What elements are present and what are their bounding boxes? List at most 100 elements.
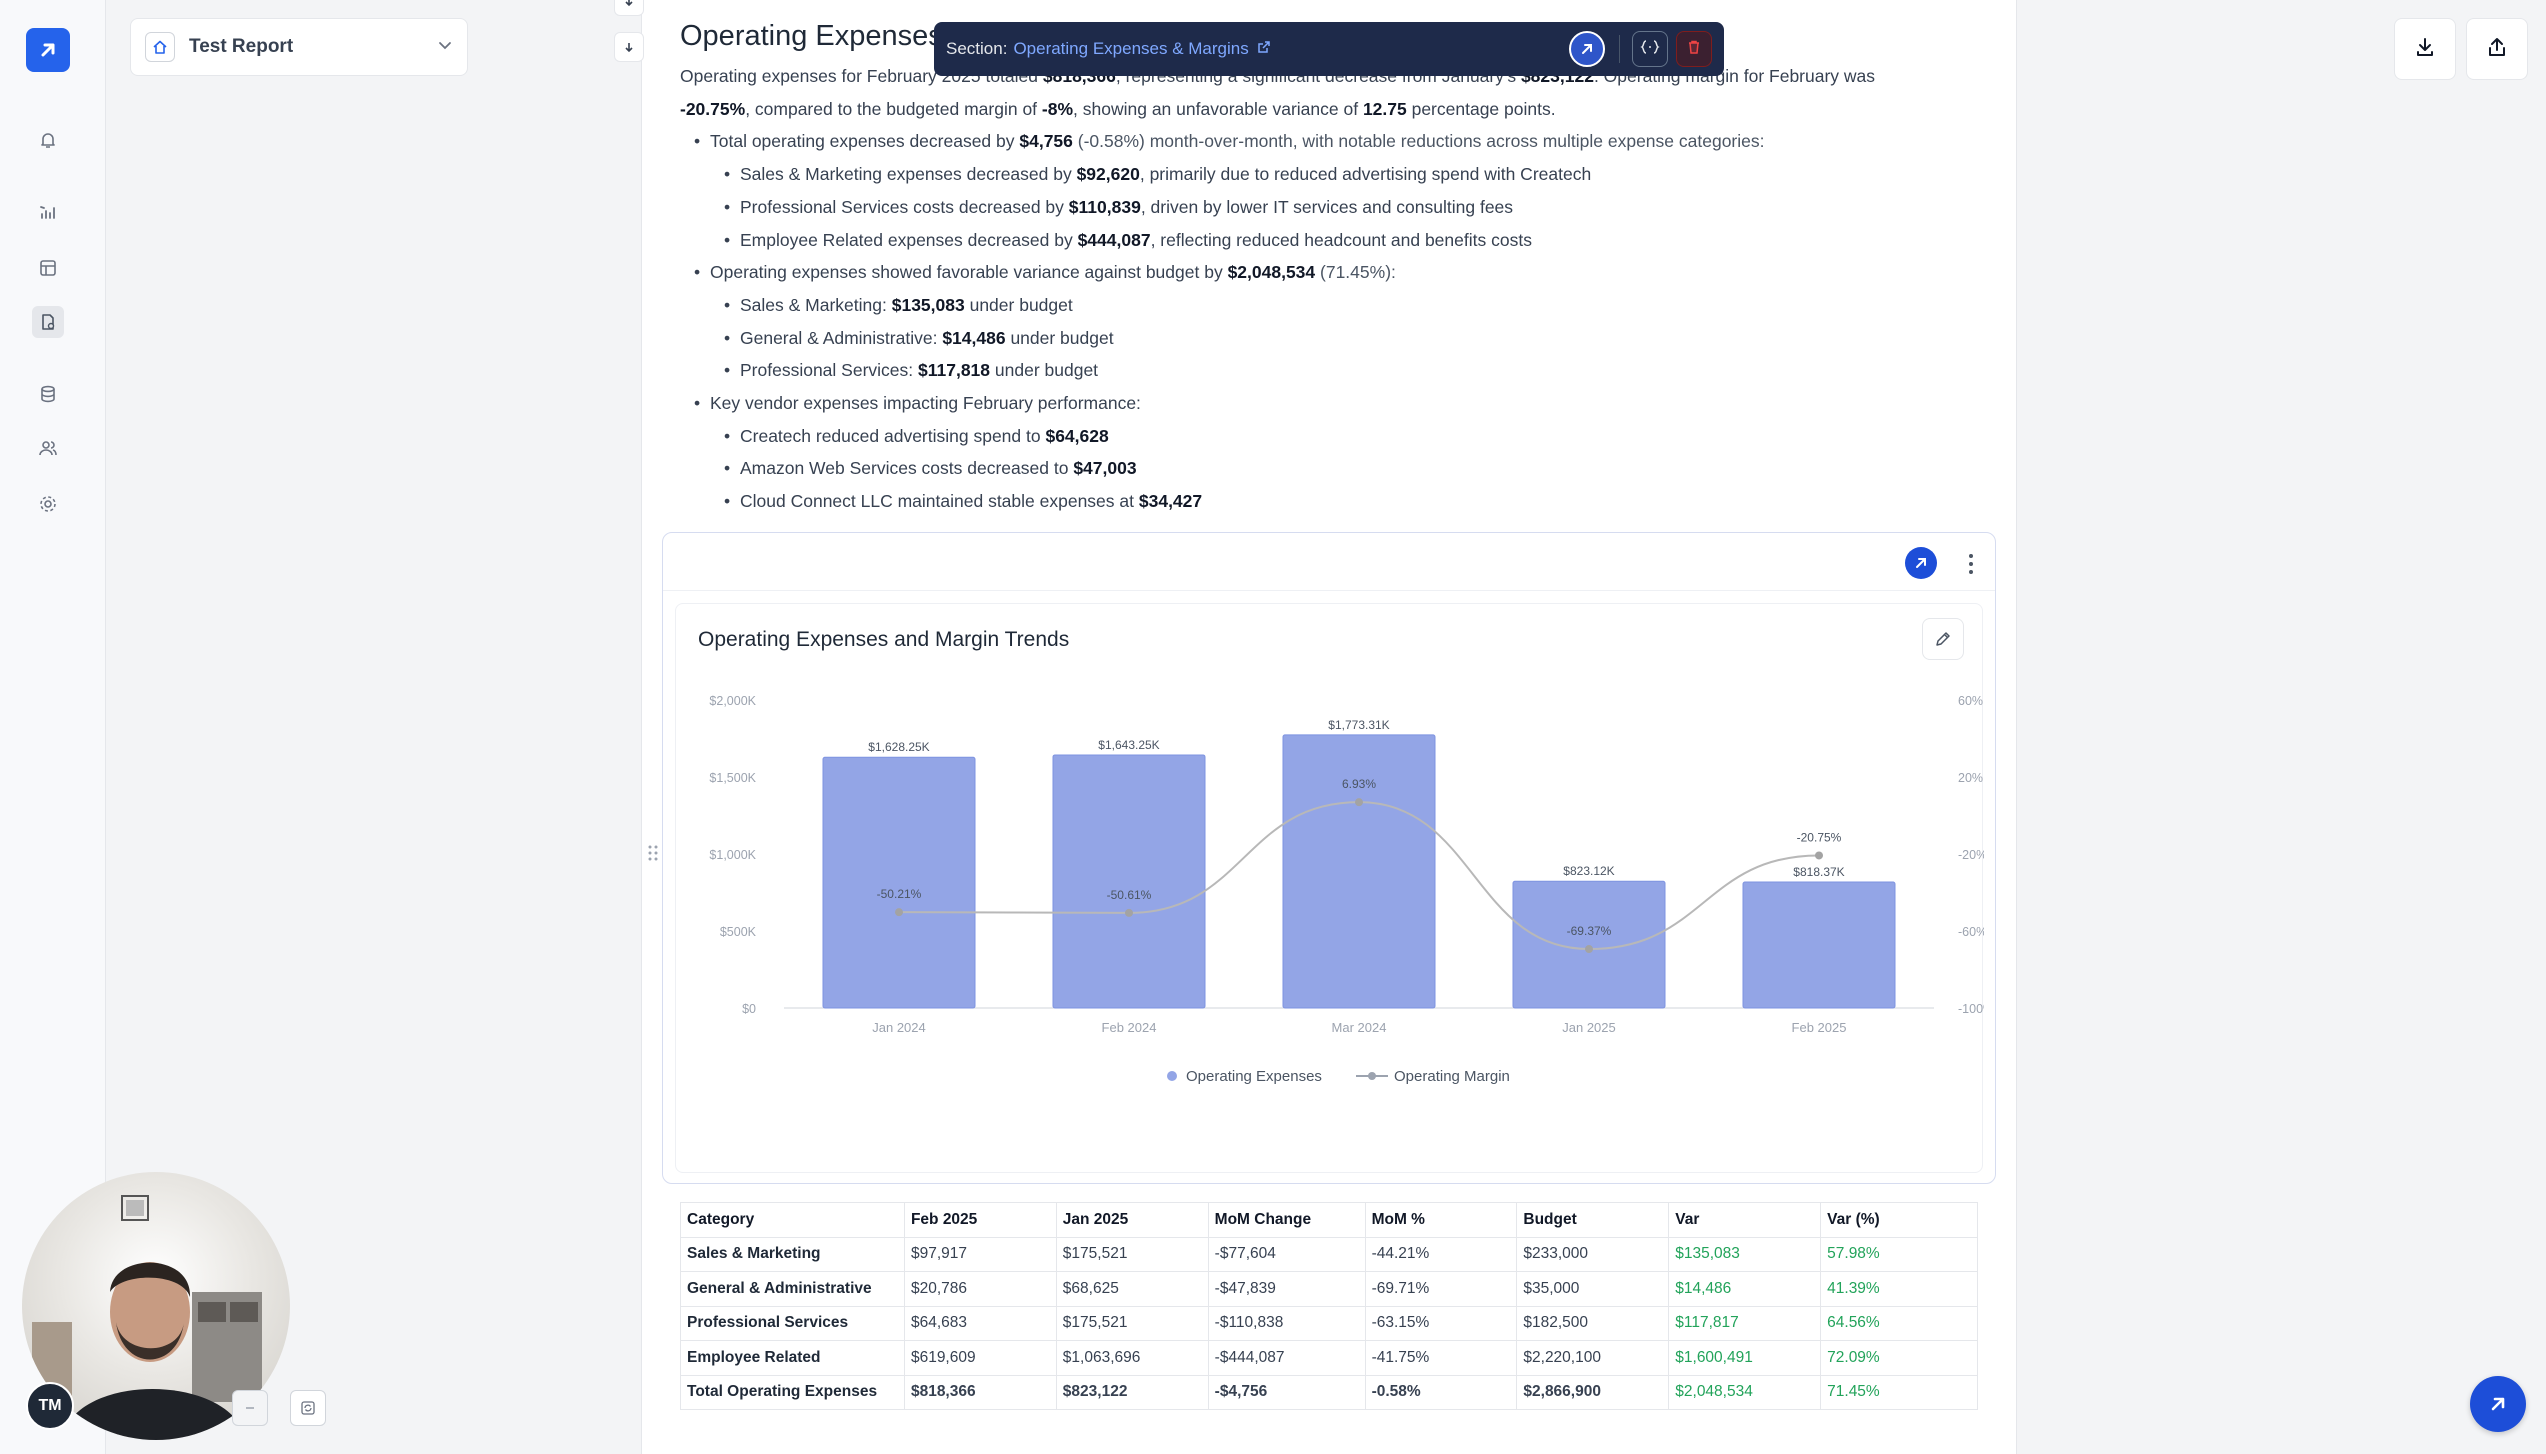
share-button[interactable]	[2466, 18, 2528, 80]
summary-text: percentage points.	[1406, 98, 1556, 119]
notifications-bell-icon[interactable]	[32, 124, 64, 156]
margin-point	[895, 908, 903, 917]
summary-bullets: Total operating expenses decreased by $4…	[680, 125, 1990, 517]
ai-assistant-button[interactable]	[2470, 1376, 2526, 1432]
summary-value: 12.75	[1362, 98, 1407, 119]
section-ai-button[interactable]	[1569, 31, 1605, 67]
more-options-icon[interactable]	[1967, 551, 1975, 577]
value-cell: $1,600,491	[1668, 1340, 1822, 1376]
category-cell: Sales & Marketing	[680, 1236, 905, 1272]
column-header: Jan 2025	[1055, 1202, 1209, 1238]
x-tick-label: Jan 2025	[1562, 1020, 1616, 1035]
category-cell: General & Administrative	[680, 1271, 905, 1307]
section-summary: Operating expenses for February 2025 tot…	[680, 60, 1990, 518]
refresh-icon[interactable]	[290, 1390, 326, 1426]
delete-section-button[interactable]	[1676, 31, 1712, 67]
table-row: General & Administrative $20,786 $68,625 -$…	[680, 1271, 1978, 1307]
braces-icon	[1640, 39, 1660, 60]
y-tick-left: $1,500K	[709, 771, 756, 785]
move-up-button[interactable]	[614, 0, 644, 16]
y-tick-right: -20%	[1958, 848, 1984, 862]
column-header: Category	[680, 1202, 905, 1238]
analytics-icon[interactable]	[32, 196, 64, 228]
category-cell: Total Operating Expenses	[680, 1374, 905, 1410]
bullet-item: Employee Related expenses decreased by $…	[680, 224, 1990, 257]
y-tick-left: $0	[742, 1002, 756, 1016]
report-name: Test Report	[189, 36, 294, 57]
x-tick-label: Mar 2024	[1332, 1020, 1387, 1035]
bar	[1282, 734, 1436, 1009]
value-cell: $2,866,900	[1516, 1374, 1670, 1410]
settings-gear-icon[interactable]	[32, 488, 64, 520]
home-icon[interactable]	[145, 32, 175, 62]
bar	[1742, 881, 1896, 1009]
bullet-item: Operating expenses showed favorable vari…	[680, 256, 1990, 289]
category-cell: Professional Services	[680, 1305, 905, 1341]
margin-point	[1355, 798, 1363, 807]
y-tick-left: $2,000K	[709, 694, 756, 708]
margin-point	[1815, 851, 1823, 860]
category-cell: Employee Related	[680, 1340, 905, 1376]
reports-icon[interactable]	[32, 306, 64, 338]
sidebar	[0, 0, 106, 1454]
value-cell: $818,366	[903, 1374, 1057, 1410]
y-tick-right: 60%	[1958, 694, 1983, 708]
value-cell: -69.71%	[1364, 1271, 1518, 1307]
x-tick-label: Feb 2025	[1792, 1020, 1847, 1035]
value-cell: $117,817	[1668, 1305, 1822, 1341]
value-cell: 57.98%	[1820, 1236, 1978, 1272]
user-avatar[interactable]: TM	[26, 1382, 74, 1430]
value-cell: $64,683	[903, 1305, 1057, 1341]
column-header: Var (%)	[1820, 1202, 1978, 1238]
table-icon[interactable]	[32, 252, 64, 284]
value-cell: $2,220,100	[1516, 1340, 1670, 1376]
column-header: MoM Change	[1207, 1202, 1366, 1238]
bar-data-label: $818.37K	[1793, 865, 1844, 879]
edit-chart-button[interactable]	[1922, 618, 1964, 660]
bar-data-label: $823.12K	[1563, 864, 1614, 878]
ai-action-button[interactable]	[1905, 547, 1937, 579]
margin-data-label: -50.21%	[877, 887, 922, 901]
margin-data-label: -20.75%	[1797, 830, 1842, 844]
value-cell: 71.45%	[1820, 1374, 1978, 1410]
table-row: Sales & Marketing $97,917 $175,521 -$77,604…	[680, 1236, 1978, 1272]
database-icon[interactable]	[32, 378, 64, 410]
value-cell: -44.21%	[1364, 1236, 1518, 1272]
drag-handle-icon[interactable]	[648, 844, 658, 867]
move-down-button[interactable]	[614, 32, 644, 62]
value-cell: $823,122	[1055, 1374, 1209, 1410]
report-selector[interactable]: Test Report	[130, 18, 468, 76]
y-tick-right: -100%	[1958, 1002, 1984, 1016]
table-body: Sales & Marketing $97,917 $175,521 -$77,604…	[680, 1236, 1978, 1410]
report-document: Operating Expenses Operating expenses fo…	[614, 0, 2016, 1454]
summary-text: , compared to the budgeted margin of	[745, 98, 1042, 119]
users-icon[interactable]	[32, 432, 64, 464]
column-header: MoM %	[1364, 1202, 1518, 1238]
chevron-down-icon[interactable]	[437, 37, 453, 58]
download-button[interactable]	[2394, 18, 2456, 80]
y-tick-right: 20%	[1958, 771, 1983, 785]
legend-label-expenses: Operating Expenses	[1186, 1068, 1322, 1085]
chart-title: Operating Expenses and Margin Trends	[698, 628, 1070, 651]
edit-external-icon[interactable]	[1257, 40, 1271, 59]
summary-value: -8%	[1041, 98, 1074, 119]
value-cell: -$110,838	[1207, 1305, 1366, 1341]
value-cell: $135,083	[1668, 1236, 1822, 1272]
margin-data-label: -50.61%	[1107, 888, 1152, 902]
section-toolbar: Section: Operating Expenses & Margins	[934, 22, 1724, 76]
trash-icon	[1686, 39, 1702, 60]
variables-button[interactable]	[1632, 31, 1668, 67]
value-cell: $2,048,534	[1668, 1374, 1822, 1410]
bullet-item: General & Administrative: $14,486 under …	[680, 322, 1990, 355]
bullet-item: Professional Services: $117,818 under bu…	[680, 354, 1990, 387]
margin-data-label: -69.37%	[1567, 924, 1612, 938]
bar	[822, 756, 976, 1009]
value-cell: $35,000	[1516, 1271, 1670, 1307]
value-cell: $97,917	[903, 1236, 1057, 1272]
minimize-button[interactable]	[232, 1390, 268, 1426]
value-cell: -$47,839	[1207, 1271, 1366, 1307]
value-cell: $1,063,696	[1055, 1340, 1209, 1376]
app-logo-icon[interactable]	[26, 28, 70, 72]
section-name-link[interactable]: Operating Expenses & Margins	[1013, 39, 1249, 58]
bullet-item: Sales & Marketing: $135,083 under budget	[680, 289, 1990, 322]
